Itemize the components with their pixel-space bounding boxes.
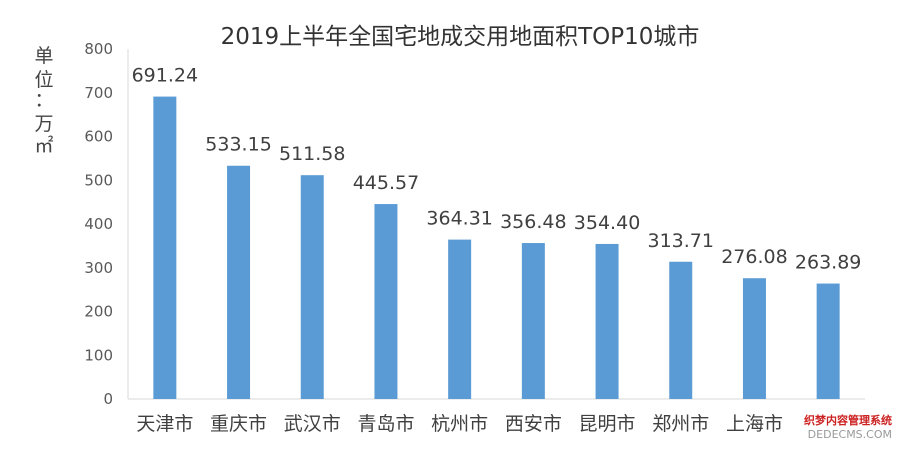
data-label: 313.71 <box>648 230 714 252</box>
data-label: 276.08 <box>721 246 787 268</box>
y-axis-label-char: 位 <box>34 69 53 91</box>
bar <box>669 261 693 399</box>
category-label: 青岛市 <box>357 413 414 435</box>
category-label: 杭州市 <box>431 413 488 435</box>
y-tick-label: 0 <box>103 390 113 408</box>
bar <box>227 165 251 399</box>
y-tick-label: 800 <box>84 40 113 58</box>
category-label: 武汉市 <box>284 413 341 435</box>
data-label: 356.48 <box>500 211 566 233</box>
y-tick-labels: 0 100 200 300 400 500 600 700 800 <box>84 40 113 408</box>
category-label: 昆明市 <box>579 413 636 435</box>
bar <box>153 96 177 400</box>
bar <box>816 283 840 399</box>
category-label: 西安市 <box>505 413 562 435</box>
y-axis-label: 单 位 ： 万 ㎡ <box>34 45 53 157</box>
category-label: 上海市 <box>726 413 783 435</box>
category-label: 重庆市 <box>210 413 267 435</box>
y-axis-label-char: 单 <box>34 45 53 67</box>
y-axis-label-char: 万 <box>34 113 53 135</box>
watermark-text: 织梦内容管理系统 <box>804 414 892 427</box>
watermark: 织梦内容管理系统 DEDECMS.COM <box>804 414 892 442</box>
bar <box>448 239 472 399</box>
bars <box>153 96 840 400</box>
chart-title: 2019上半年全国宅地成交用地面积TOP10城市 <box>221 24 700 50</box>
bar <box>300 175 324 399</box>
data-label: 533.15 <box>205 134 271 156</box>
category-labels: 天津市 重庆市 武汉市 青岛市 杭州市 西安市 昆明市 郑州市 上海市 <box>136 413 783 435</box>
category-label: 天津市 <box>136 413 193 435</box>
data-label: 511.58 <box>279 143 345 165</box>
y-axis-label-char: ： <box>34 89 53 111</box>
y-tick-label: 100 <box>84 346 113 364</box>
y-tick-label: 200 <box>84 303 113 321</box>
data-label: 354.40 <box>574 212 640 234</box>
bar <box>374 204 398 399</box>
bar <box>521 243 545 399</box>
data-label: 445.57 <box>353 172 419 194</box>
category-label: 郑州市 <box>652 413 709 435</box>
data-label: 691.24 <box>132 65 198 87</box>
y-tick-label: 300 <box>84 259 113 277</box>
data-label: 263.89 <box>795 252 861 274</box>
y-tick-label: 700 <box>84 84 113 102</box>
y-tick-label: 600 <box>84 128 113 146</box>
data-labels: 691.24 533.15 511.58 445.57 364.31 356.48 354.… <box>132 65 862 274</box>
data-label: 364.31 <box>426 208 492 230</box>
watermark-url: DEDECMS.COM <box>807 428 892 441</box>
bar <box>742 278 766 399</box>
y-tick-label: 500 <box>84 171 113 189</box>
y-tick-label: 400 <box>84 215 113 233</box>
y-axis-label-char: ㎡ <box>34 134 53 157</box>
bar <box>595 243 619 399</box>
